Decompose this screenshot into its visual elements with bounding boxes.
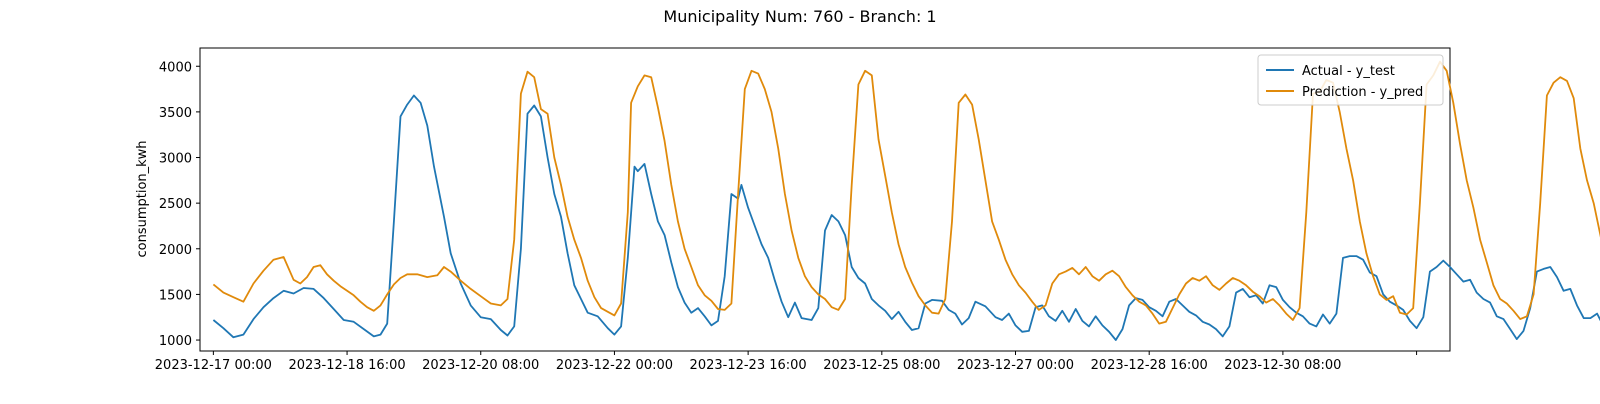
legend-label: Actual - y_test <box>1302 64 1395 79</box>
y-tick-label: 2000 <box>159 243 192 258</box>
legend-box <box>1257 54 1444 106</box>
series-line <box>212 94 1600 341</box>
x-tick-label: 2023-12-20 08:00 <box>422 358 539 373</box>
series-line <box>212 60 1600 325</box>
series-layer <box>212 60 1600 341</box>
y-axis: 1000 1500 2000 2500 3000 3500 4000 <box>159 60 200 349</box>
legend: Actual - y_test Prediction - y_pred <box>1257 54 1444 106</box>
y-tick-label: 1000 <box>159 334 192 349</box>
y-tick-label: 2500 <box>159 197 192 212</box>
y-tick-label: 4000 <box>159 60 192 75</box>
y-axis-label: consumption_kwh <box>135 140 150 257</box>
y-tick-label: 3500 <box>159 106 192 121</box>
x-tick-label: 2023-12-25 08:00 <box>823 358 940 373</box>
x-axis: 2023-12-17 00:00 2023-12-18 16:00 2023-12-… <box>155 351 1418 373</box>
x-tick-label: 2023-12-22 00:00 <box>556 358 673 373</box>
x-tick-label: 2023-12-23 16:00 <box>690 358 807 373</box>
x-tick-label: 2023-12-28 16:00 <box>1091 358 1208 373</box>
legend-label: Prediction - y_pred <box>1302 85 1423 100</box>
x-tick-label: 2023-12-27 00:00 <box>957 358 1074 373</box>
plot-frame <box>199 47 1451 352</box>
chart-title: Municipality Num: 760 - Branch: 1 <box>663 7 936 26</box>
x-tick-label: 2023-12-17 00:00 <box>155 358 272 373</box>
y-tick-label: 1500 <box>159 288 192 303</box>
x-tick-label: 2023-12-30 08:00 <box>1224 358 1341 373</box>
y-tick-label: 3000 <box>159 152 192 167</box>
plot-area <box>199 47 1600 352</box>
x-tick-label: 2023-12-18 16:00 <box>288 358 405 373</box>
